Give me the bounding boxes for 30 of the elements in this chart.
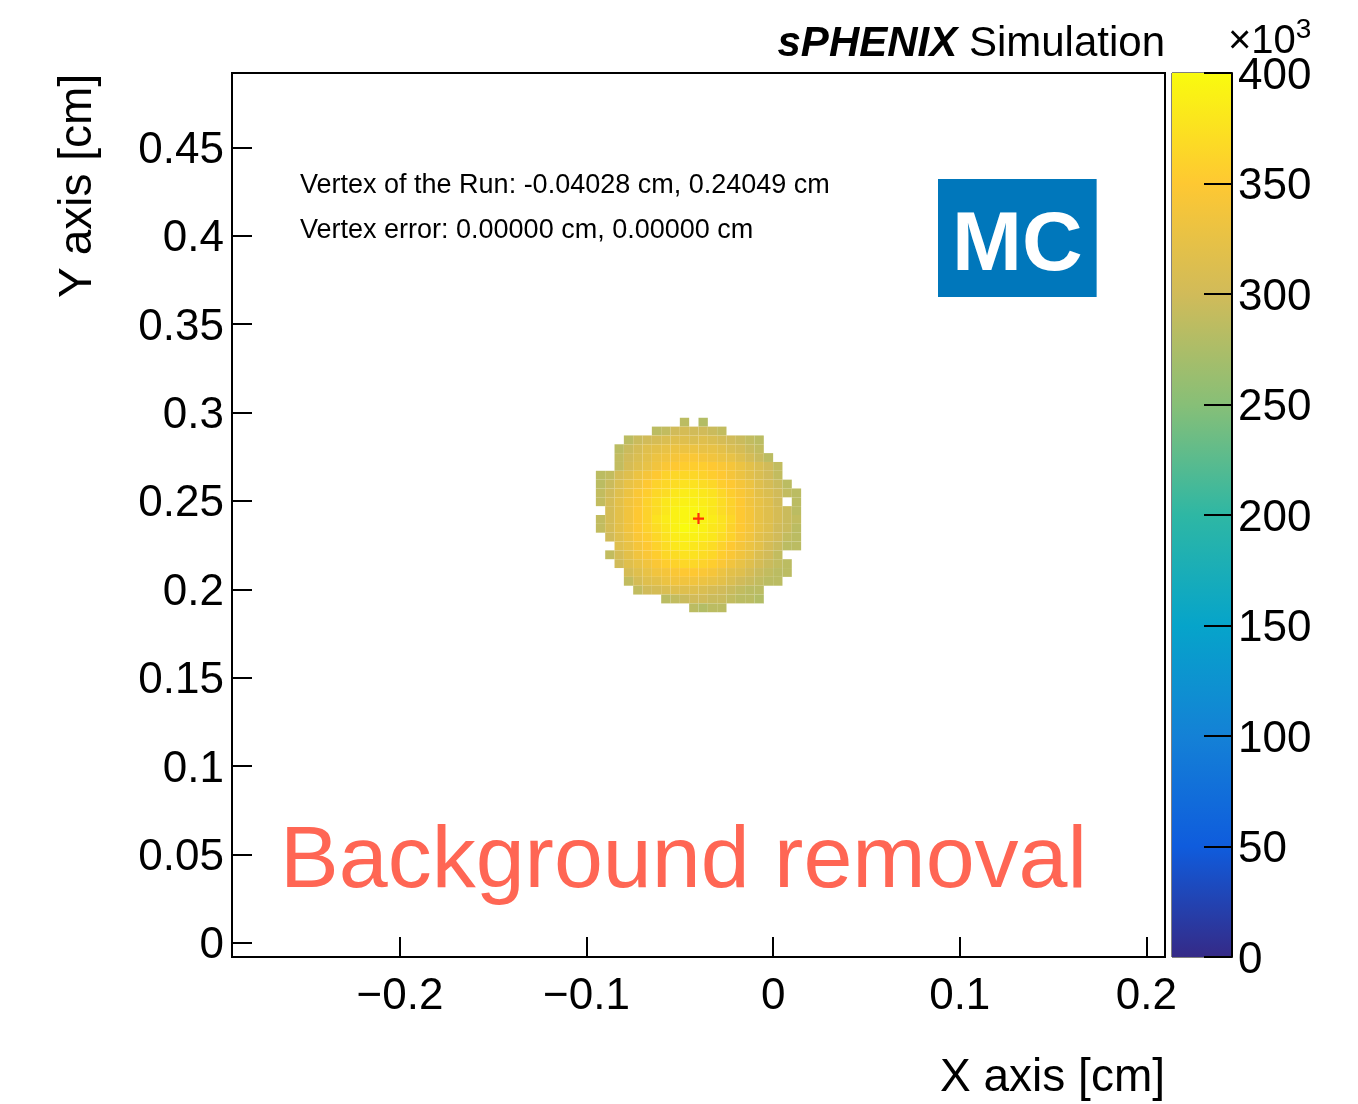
color-bar-label: 0 bbox=[1238, 932, 1263, 982]
x-tick-label: −0.2 bbox=[356, 968, 444, 1018]
y-tick-label: 0.45 bbox=[138, 122, 224, 172]
color-bar-label: 150 bbox=[1238, 601, 1312, 650]
annotation: Vertex of the Run: -0.04028 cm, 0.24049 cm bbox=[300, 168, 830, 199]
y-tick-label: 0.05 bbox=[138, 829, 224, 879]
y-tick-label: 0.2 bbox=[162, 564, 224, 614]
color-bar-label: 200 bbox=[1238, 490, 1312, 540]
color-bar-label: 300 bbox=[1238, 269, 1312, 319]
x-tick-label: −0.1 bbox=[543, 968, 630, 1018]
color-bar-label: 50 bbox=[1238, 822, 1287, 871]
chart-title: sPHENIX Simulation bbox=[777, 17, 1165, 65]
y-tick-label: 0.3 bbox=[162, 387, 224, 437]
x-tick-label: 0.2 bbox=[1115, 968, 1177, 1018]
x-tick-label: 0.1 bbox=[929, 968, 991, 1018]
y-tick-label: 0.25 bbox=[138, 476, 224, 526]
annotation: Background removal bbox=[280, 806, 1088, 906]
y-tick-label: 0.35 bbox=[138, 299, 224, 349]
y-axis-title: Y axis [cm] bbox=[49, 73, 101, 298]
color-bar-label: 350 bbox=[1238, 159, 1312, 208]
annotation: MC bbox=[952, 194, 1083, 288]
color-bar-label: 250 bbox=[1238, 380, 1312, 429]
color-bar-label: 100 bbox=[1238, 711, 1312, 761]
y-tick-label: 0.4 bbox=[162, 211, 224, 261]
y-tick-label: 0.1 bbox=[162, 741, 224, 791]
x-tick-label: 0 bbox=[760, 968, 786, 1018]
x-axis-title: X axis [cm] bbox=[940, 1049, 1166, 1101]
annotation: Vertex error: 0.00000 cm, 0.00000 cm bbox=[300, 213, 754, 244]
y-tick-label: 0 bbox=[199, 918, 224, 968]
y-tick-label: 0.15 bbox=[138, 653, 224, 703]
